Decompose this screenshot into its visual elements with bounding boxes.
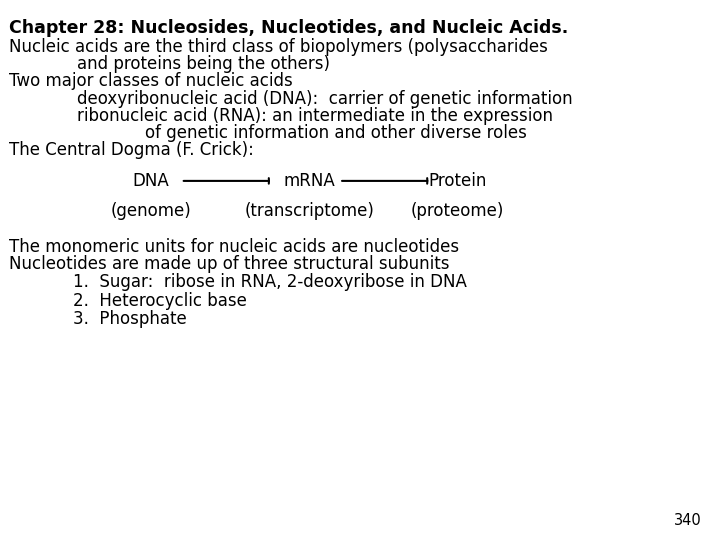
- Text: mRNA: mRNA: [284, 172, 336, 190]
- Text: (transcriptome): (transcriptome): [245, 202, 374, 220]
- Text: Nucleic acids are the third class of biopolymers (polysaccharides: Nucleic acids are the third class of bio…: [9, 38, 547, 56]
- Text: Chapter 28: Nucleosides, Nucleotides, and Nucleic Acids.: Chapter 28: Nucleosides, Nucleotides, an…: [9, 19, 568, 37]
- Text: Nucleotides are made up of three structural subunits: Nucleotides are made up of three structu…: [9, 255, 449, 273]
- Text: 2.  Heterocyclic base: 2. Heterocyclic base: [73, 292, 247, 309]
- Text: Two major classes of nucleic acids: Two major classes of nucleic acids: [9, 72, 292, 90]
- Text: DNA: DNA: [132, 172, 170, 190]
- Text: The monomeric units for nucleic acids are nucleotides: The monomeric units for nucleic acids ar…: [9, 238, 459, 255]
- Text: (proteome): (proteome): [410, 202, 504, 220]
- Text: ribonucleic acid (RNA): an intermediate in the expression: ribonucleic acid (RNA): an intermediate …: [77, 107, 553, 125]
- Text: and proteins being the others): and proteins being the others): [77, 55, 330, 73]
- Text: 1.  Sugar:  ribose in RNA, 2-deoxyribose in DNA: 1. Sugar: ribose in RNA, 2-deoxyribose i…: [73, 273, 467, 291]
- Text: Protein: Protein: [428, 172, 487, 190]
- Text: 340: 340: [674, 513, 702, 528]
- Text: deoxyribonucleic acid (DNA):  carrier of genetic information: deoxyribonucleic acid (DNA): carrier of …: [77, 90, 572, 107]
- Text: (genome): (genome): [111, 202, 192, 220]
- Text: The Central Dogma (F. Crick):: The Central Dogma (F. Crick):: [9, 141, 253, 159]
- Text: 3.  Phosphate: 3. Phosphate: [73, 310, 187, 328]
- Text: of genetic information and other diverse roles: of genetic information and other diverse…: [145, 124, 527, 142]
